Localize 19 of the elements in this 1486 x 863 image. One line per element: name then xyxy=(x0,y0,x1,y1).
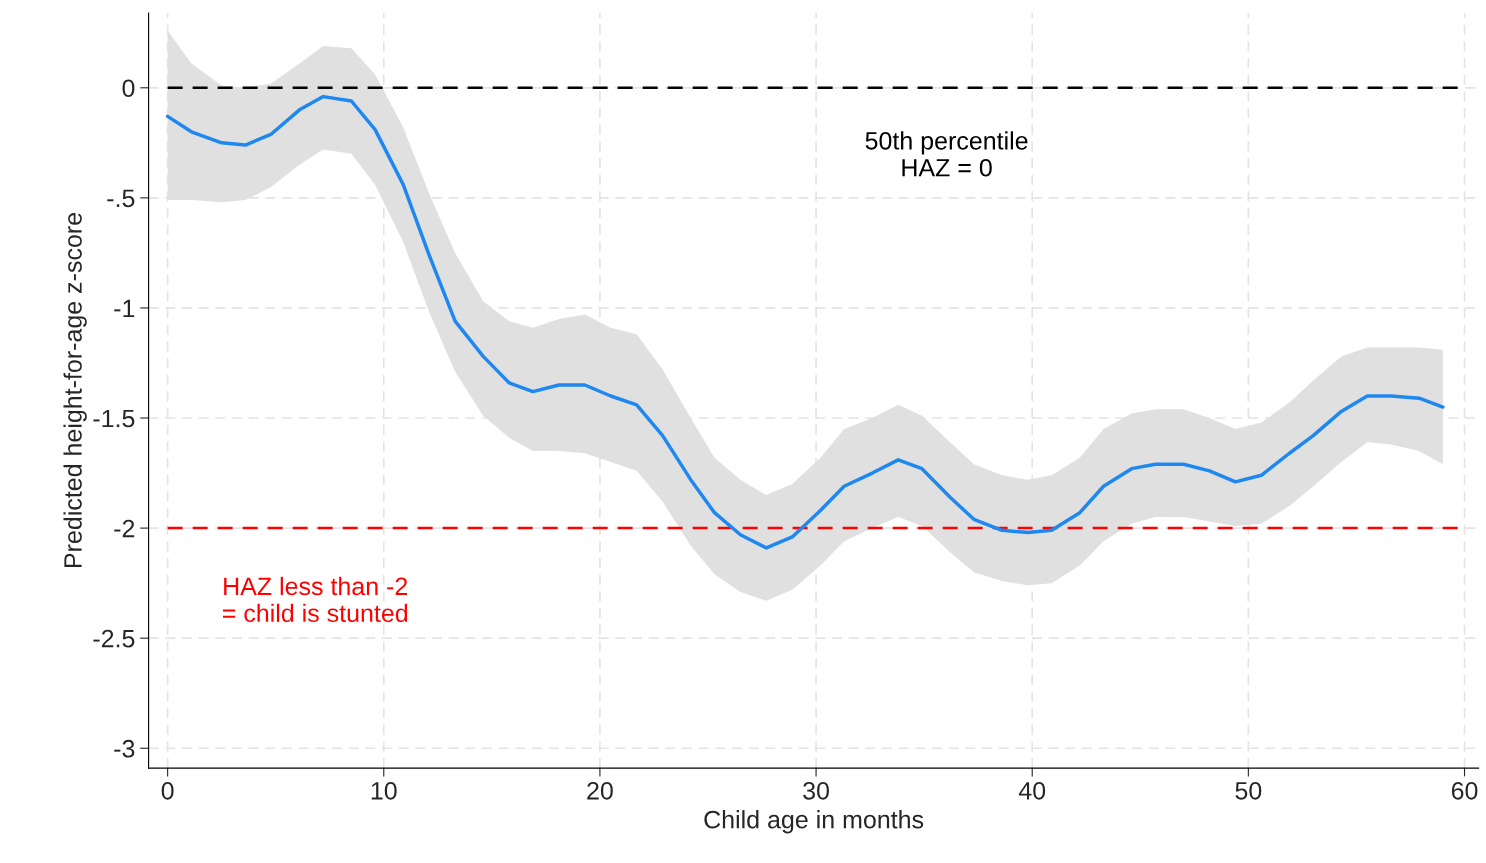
y-axis-title: Predicted height-for-age z-score xyxy=(63,213,87,567)
x-tick-label: 30 xyxy=(803,781,829,800)
y-tick-label: -2 xyxy=(114,519,135,538)
ref-line-label: 50th percentile HAZ = 0 xyxy=(865,131,1028,177)
y-tick-label: -.5 xyxy=(107,189,135,208)
y-tick-label: -2.5 xyxy=(93,629,135,648)
x-tick-label: 40 xyxy=(1018,781,1046,800)
line-series xyxy=(165,94,1445,550)
y-tick-label: -1.5 xyxy=(93,409,135,428)
x-tick-label: 60 xyxy=(1451,781,1478,800)
y-tick-label: 0 xyxy=(122,79,135,98)
y-tick-label: -1 xyxy=(114,299,135,318)
y-tick-label: -3 xyxy=(114,739,135,758)
x-axis-title: Child age in months xyxy=(704,810,924,834)
ref-line-label: HAZ less than -2 = child is stunted xyxy=(222,576,408,623)
x-tick-label: 50 xyxy=(1235,781,1262,800)
x-tick-label: 0 xyxy=(161,781,174,800)
x-tick-label: 20 xyxy=(587,781,613,800)
x-tick-label: 10 xyxy=(371,781,397,800)
